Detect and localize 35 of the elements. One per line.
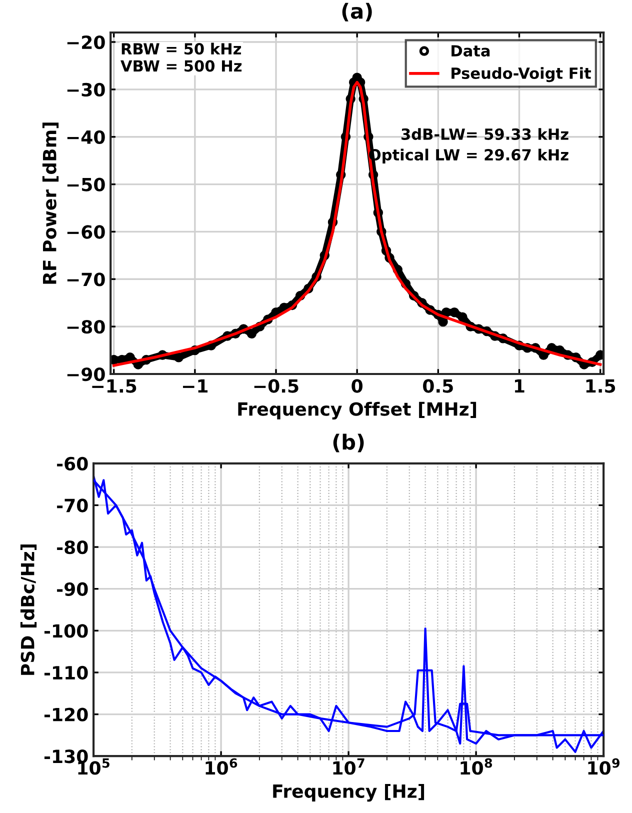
y-axis-title: PSD [dBc/Hz]: [20, 544, 37, 675]
y-tick-label: -80: [57, 540, 88, 554]
chart-title: (b): [333, 434, 364, 452]
x-axis-title: Frequency Offset [MHz]: [238, 402, 476, 420]
y-tick-label: -100: [44, 624, 88, 638]
chart-title: (a): [342, 2, 372, 22]
x-tick-label: −1.5: [92, 379, 136, 393]
y-tick-label: −90: [67, 367, 105, 382]
y-tick-label: −50: [67, 178, 105, 192]
y-tick-label: -90: [57, 582, 88, 596]
x-tick-label: 10$^{7}$: [333, 758, 364, 775]
y-tick-label: -120: [44, 708, 88, 722]
x-axis-title: Frequency [Hz]: [273, 784, 424, 802]
annotation: RBW = 50 kHz VBW = 500 Hz: [120, 42, 242, 72]
x-tick-label: 1: [514, 379, 524, 393]
x-tick-label: 0: [352, 379, 362, 393]
y-tick-label: -60: [57, 456, 88, 471]
y-axis-title: RF Power [dBm]: [42, 122, 59, 284]
y-tick-label: −30: [67, 82, 105, 97]
y-tick-label: −80: [67, 320, 105, 334]
legend-label: Pseudo-Voigt Fit: [452, 67, 591, 82]
x-tick-label: −0.5: [254, 379, 298, 393]
x-tick-label: 10$^{6}$: [206, 758, 238, 775]
legend-label: Data: [452, 45, 490, 57]
x-tick-label: −1: [182, 379, 208, 393]
x-tick-label: 0.5: [423, 379, 453, 393]
y-tick-label: -110: [44, 666, 88, 680]
x-tick-label: 10$^{8}$: [460, 758, 492, 775]
y-tick-label: -70: [57, 498, 88, 512]
y-tick-label: −60: [67, 225, 105, 239]
y-tick-label: −40: [67, 130, 105, 144]
x-tick-label: 1.5: [586, 379, 616, 393]
y-tick-label: −70: [67, 272, 105, 286]
x-tick-label: 10$^{9}$: [588, 758, 620, 775]
y-tick-label: −20: [67, 35, 105, 50]
